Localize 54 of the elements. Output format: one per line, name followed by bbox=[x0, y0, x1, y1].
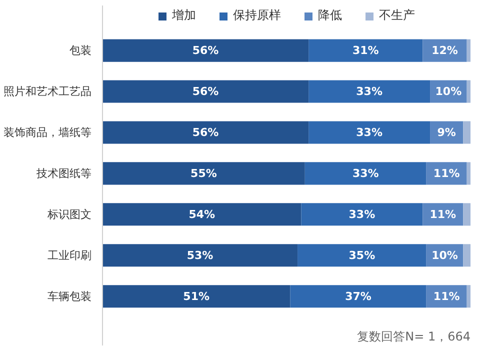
bar bbox=[102, 80, 309, 103]
bar bbox=[308, 121, 430, 144]
data-label: 33% bbox=[356, 126, 382, 139]
data-label: 56% bbox=[192, 44, 219, 58]
bar bbox=[304, 162, 426, 185]
data-label: 56% bbox=[192, 126, 219, 139]
y-tick-label: 工业印刷 bbox=[48, 248, 92, 262]
bar bbox=[308, 80, 430, 103]
annotation: 复数回答N= 1，664 bbox=[357, 330, 471, 344]
y-tick-label: 标识图文 bbox=[46, 208, 92, 221]
y-tick-label: 装饰商品，墙纸等 bbox=[4, 126, 92, 139]
data-label: 11% bbox=[433, 290, 460, 303]
y-tick-label: 技术图纸等 bbox=[36, 166, 92, 180]
y-tick-label: 照片和艺术工艺品 bbox=[4, 85, 92, 98]
data-label: 33% bbox=[352, 166, 379, 180]
data-label: 56% bbox=[192, 85, 219, 98]
bar bbox=[463, 121, 470, 144]
bar bbox=[102, 121, 309, 144]
bar bbox=[102, 39, 309, 62]
legend-label: 不生产 bbox=[379, 7, 415, 24]
bar bbox=[466, 80, 470, 103]
legend-label: 增加 bbox=[172, 7, 196, 24]
data-label: 53% bbox=[186, 248, 214, 262]
bar bbox=[102, 285, 290, 308]
bar bbox=[466, 285, 470, 308]
data-label: 37% bbox=[345, 290, 372, 303]
bar bbox=[298, 244, 426, 267]
data-label: 10% bbox=[435, 85, 462, 98]
bar bbox=[463, 203, 470, 226]
data-label: 9% bbox=[437, 126, 456, 139]
bar bbox=[102, 162, 305, 185]
bar bbox=[466, 162, 470, 185]
data-label: 51% bbox=[183, 290, 210, 303]
bar bbox=[466, 39, 470, 62]
legend-label: 保持原样 bbox=[233, 7, 281, 24]
y-tick-label: 车辆包装 bbox=[48, 290, 92, 303]
bar bbox=[463, 244, 470, 267]
data-label: 33% bbox=[356, 85, 382, 98]
data-label: 11% bbox=[433, 166, 460, 180]
bar bbox=[102, 244, 298, 267]
bar bbox=[308, 39, 423, 62]
data-label: 54% bbox=[188, 208, 216, 221]
data-label: 10% bbox=[432, 248, 458, 262]
bar bbox=[290, 285, 426, 308]
data-label: 35% bbox=[348, 248, 376, 262]
data-label: 11% bbox=[430, 208, 456, 221]
data-label: 33% bbox=[348, 208, 376, 221]
legend-label: 降低 bbox=[318, 7, 342, 24]
bar bbox=[301, 203, 423, 226]
data-label: 31% bbox=[352, 44, 379, 58]
data-label: 12% bbox=[432, 44, 458, 58]
y-tick-label: 包装 bbox=[70, 44, 92, 58]
bar bbox=[102, 203, 302, 226]
data-label: 55% bbox=[190, 166, 217, 180]
